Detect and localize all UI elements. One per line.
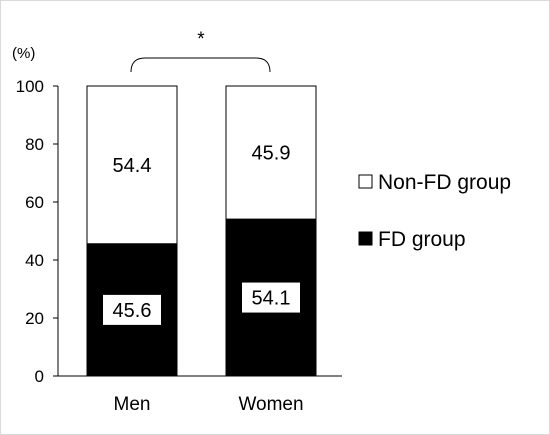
data-label-fd-women: 54.1: [252, 288, 291, 310]
y-tick-label: 100: [16, 77, 44, 96]
legend-swatch-fd: [358, 231, 373, 246]
y-tick-label: 60: [25, 193, 44, 212]
y-tick-label: 40: [25, 251, 44, 270]
bar-non-fd-women: [225, 85, 317, 220]
bar-non-fd-men: [86, 85, 178, 245]
x-category-label: Men: [114, 394, 151, 415]
legend-label-non-fd: Non-FD group: [378, 171, 511, 194]
data-label-non-fd-women: 45.9: [252, 143, 291, 165]
legend-label-fd: FD group: [378, 228, 466, 251]
y-unit-label: (%): [12, 45, 35, 62]
data-label-box-fd-men: [103, 294, 161, 325]
significance-bracket: [130, 57, 271, 73]
data-label-non-fd-men: 54.4: [113, 155, 152, 177]
significance-marker: *: [197, 29, 205, 50]
y-tick-label: 80: [25, 135, 44, 154]
data-label-box-fd-women: [242, 282, 300, 313]
x-labels: Men Women: [114, 394, 304, 415]
legend: Non-FD group FD group: [358, 171, 511, 251]
legend-swatch-non-fd: [358, 174, 373, 189]
data-label-fd-men: 45.6: [113, 300, 152, 322]
bars: 54.4 45.6 45.9 54.1: [86, 85, 317, 377]
y-tick-label: 20: [25, 309, 44, 328]
x-category-label: Women: [238, 394, 303, 415]
y-tick-label: 0: [35, 367, 44, 386]
y-ticks: 0 20 40 60 80 100: [16, 77, 58, 386]
